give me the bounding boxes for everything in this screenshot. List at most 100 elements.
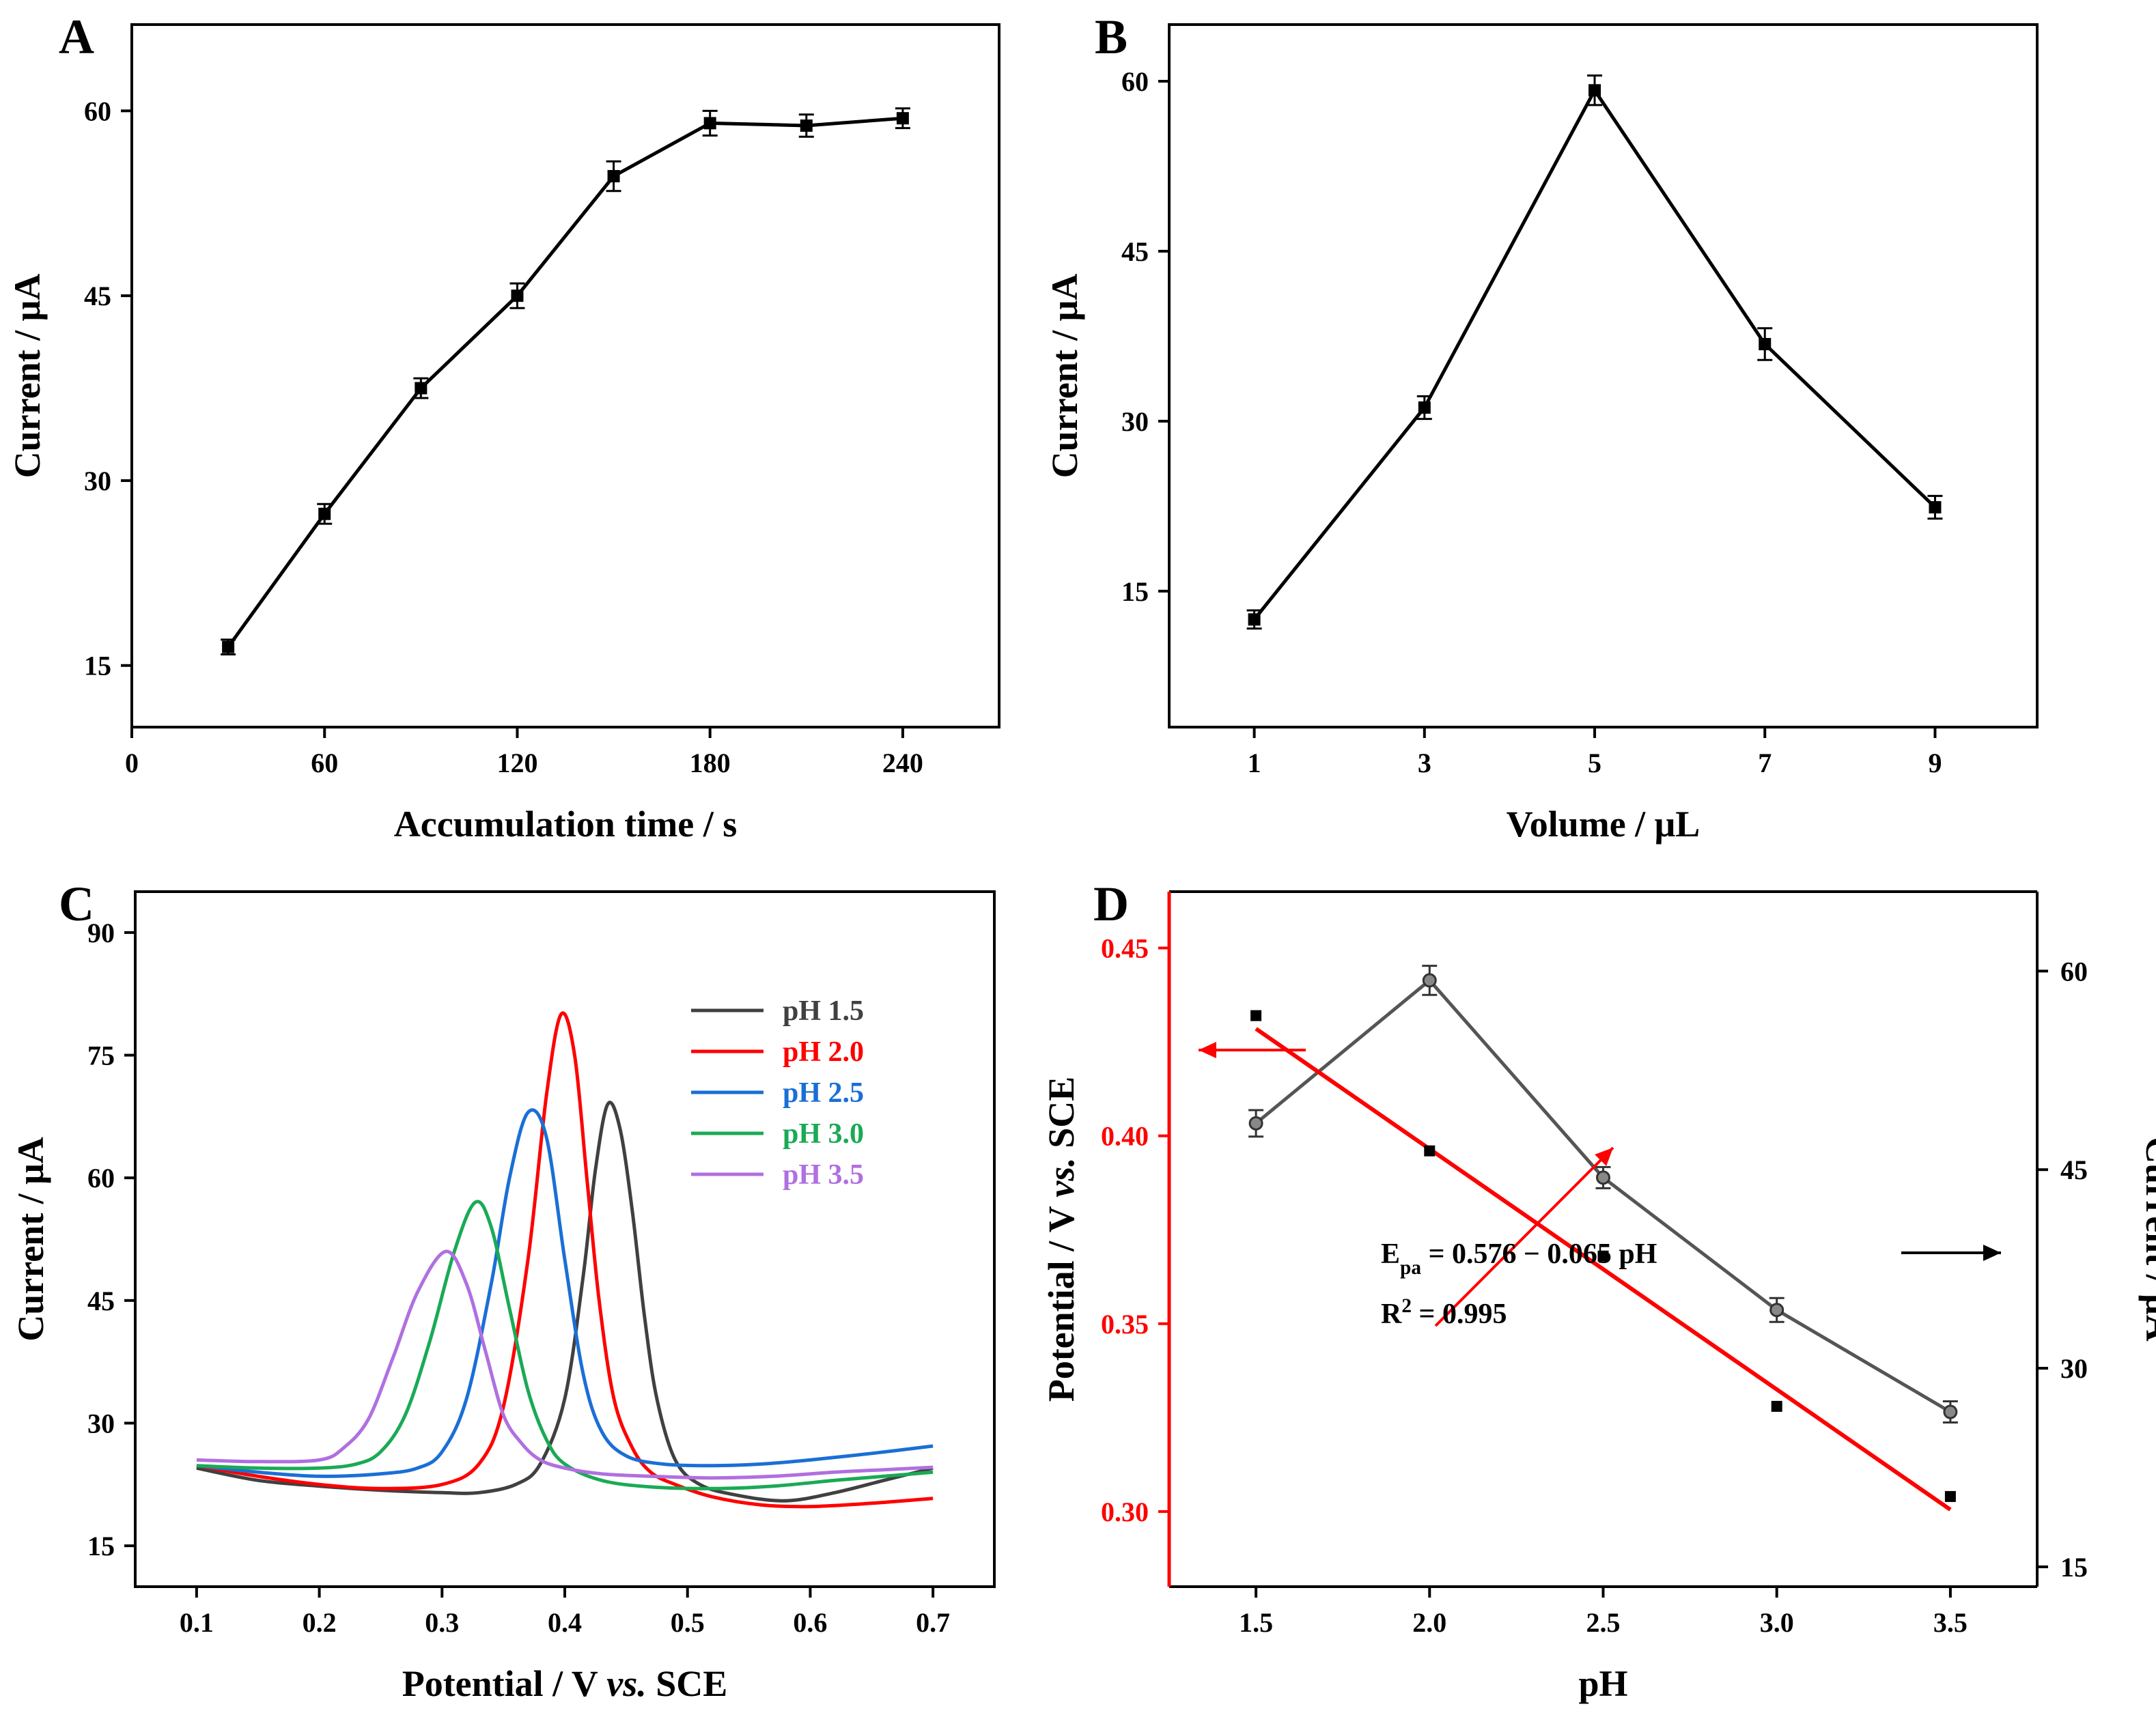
fit-equation-part: pa [1400, 1257, 1421, 1279]
y-tick-label-d: 0.35 [1101, 1309, 1149, 1340]
y-tick-label-b: 15 [1121, 576, 1149, 607]
fit-line-pointer-arrow-head [1595, 1148, 1613, 1166]
data-point-b [1418, 401, 1431, 414]
x-tick-label-c: 0.2 [303, 1607, 337, 1638]
curve-pH-3-0 [196, 1200, 934, 1490]
r-squared-value-part: = 0.995 [1412, 1299, 1507, 1330]
panel-letter-a: A [59, 10, 94, 64]
curve-pH-1-5 [196, 1101, 934, 1503]
x-axis-label-c-part: Potential / V [402, 1663, 607, 1704]
x-axis-label-c: Potential / V vs. SCE [402, 1663, 728, 1704]
y-tick-label-c: 60 [87, 1163, 115, 1193]
potential-point-d [1771, 1400, 1782, 1412]
x-tick-label-c: 0.5 [671, 1607, 705, 1638]
current-point-d [1248, 1116, 1263, 1131]
x-tick-label-d: 2.5 [1586, 1607, 1621, 1638]
legend-label: pH 3.0 [783, 1118, 864, 1150]
data-point-b [1588, 84, 1601, 97]
x-tick-label-b: 3 [1418, 748, 1431, 778]
x-tick-label-a: 120 [496, 748, 537, 778]
y-axis-label-left-d-part: SCE [1041, 1077, 1082, 1158]
y-axis-label-left-d-part: vs. [1041, 1157, 1082, 1197]
y-tick-label-b: 30 [1121, 406, 1149, 437]
data-point-a [318, 507, 331, 520]
legend-label: pH 3.5 [783, 1159, 864, 1191]
x-axis-label-b: Volume / μL [1507, 804, 1700, 845]
r-squared-value-part: 2 [1401, 1295, 1412, 1317]
y-tick-label-b: 45 [1121, 236, 1149, 267]
data-point-a [703, 117, 716, 130]
current-point-d [1769, 1303, 1784, 1318]
curve-pH-3-5 [196, 1249, 934, 1480]
y-tick-label-c: 90 [87, 918, 115, 948]
y-tick-label-c: 15 [87, 1531, 115, 1561]
legend-label: pH 2.5 [783, 1077, 864, 1109]
data-point-a [896, 112, 909, 125]
y-tick-label-b: 60 [1121, 66, 1149, 97]
potential-point-d [1250, 1010, 1262, 1021]
x-tick-label-d: 1.5 [1239, 1607, 1273, 1638]
curve-pH-2-5 [196, 1108, 934, 1478]
y-tick-label-d: 0.45 [1101, 933, 1149, 964]
x-tick-label-a: 60 [311, 748, 338, 778]
current-point-d [1943, 1404, 1958, 1419]
series-line-a [227, 116, 904, 649]
series-line-b [1252, 88, 1937, 621]
x-tick-label-c: 0.3 [425, 1607, 459, 1638]
x-tick-label-a: 240 [882, 748, 923, 778]
y-axis-label-left-d: Potential / V vs. SCE [1041, 1077, 1082, 1402]
y-tick-label-a: 45 [84, 281, 111, 311]
data-point-a [607, 170, 620, 183]
panel-letter-c: C [59, 877, 94, 931]
x-axis-label-d: pH [1578, 1663, 1627, 1704]
x-tick-label-b: 5 [1588, 748, 1601, 778]
x-tick-label-c: 0.7 [916, 1607, 950, 1638]
y-tick-label-right-d: 15 [2060, 1552, 2088, 1583]
curve-pH-2-0 [196, 1011, 934, 1509]
potential-point-d [1424, 1145, 1436, 1157]
legend-label: pH 2.0 [783, 1036, 864, 1068]
y-tick-label-d: 0.40 [1101, 1121, 1149, 1152]
y-tick-label-c: 30 [87, 1408, 115, 1439]
x-tick-label-c: 0.6 [793, 1607, 827, 1638]
data-point-b [1248, 613, 1261, 626]
y-tick-label-right-d: 45 [2060, 1155, 2088, 1185]
y-tick-label-c: 45 [87, 1286, 115, 1316]
x-axis-label-c-part: vs. [606, 1663, 646, 1704]
x-tick-label-b: 7 [1758, 748, 1772, 778]
current-point-d [1422, 973, 1437, 988]
y-tick-label-a: 60 [84, 96, 111, 126]
y-tick-label-c: 75 [87, 1040, 115, 1071]
r-squared-value-part: R [1381, 1299, 1402, 1330]
left-axis-pointer-arrow-head [1199, 1042, 1216, 1058]
x-tick-label-d: 3.5 [1933, 1607, 1968, 1638]
right-axis-pointer-arrow-head [1983, 1245, 2001, 1261]
plot-frame-b [1168, 23, 2039, 728]
y-tick-label-right-d: 60 [2060, 956, 2088, 987]
y-axis-label-a: Current / μA [7, 274, 48, 479]
x-tick-label-b: 1 [1248, 748, 1261, 778]
y-axis-label-b: Current / μA [1044, 274, 1085, 479]
fit-line-pointer-arrow [1434, 1146, 1614, 1327]
y-tick-label-d: 0.30 [1101, 1497, 1149, 1527]
data-point-a [415, 382, 428, 395]
fit-equation-part: E [1381, 1238, 1400, 1270]
x-tick-label-b: 9 [1928, 748, 1942, 778]
current-line-d [1255, 978, 1952, 1414]
x-axis-label-c-part: SCE [647, 1663, 728, 1704]
x-tick-label-a: 0 [125, 748, 139, 778]
potential-point-d [1597, 1250, 1609, 1262]
y-axis-label-right-d: Current / μA [2138, 1137, 2156, 1342]
y-tick-label-a: 30 [84, 466, 111, 496]
panel-letter-d: D [1093, 877, 1129, 931]
y-axis-label-c: Current / μA [10, 1137, 51, 1342]
potential-point-d [1944, 1490, 1956, 1502]
y-tick-label-a: 15 [84, 651, 111, 681]
data-point-b [1759, 338, 1772, 351]
panel-letter-b: B [1095, 10, 1128, 64]
y-tick-label-right-d: 30 [2060, 1353, 2088, 1384]
fit-equation-part: = 0.576 − 0.065 pH [1421, 1238, 1657, 1270]
current-point-d [1596, 1170, 1610, 1185]
x-tick-label-c: 0.4 [548, 1607, 582, 1638]
